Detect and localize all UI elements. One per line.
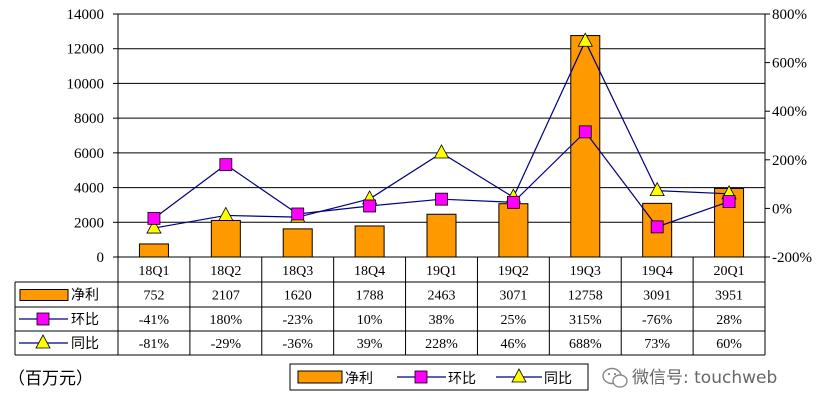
row-key-bar — [19, 289, 69, 301]
category-label: 20Q1 — [713, 264, 744, 279]
row-label: 环比 — [71, 312, 99, 328]
marker-环比 — [650, 220, 664, 234]
left-tick-label: 0 — [97, 250, 105, 266]
right-axis: -200% 0% 200% 400% 600% 800% — [765, 7, 812, 266]
table-cell: 1620 — [284, 289, 312, 304]
table-cell: 12758 — [568, 289, 603, 304]
watermark-text: 微信号: touchweb — [632, 368, 777, 388]
table-cell: 3951 — [715, 289, 743, 304]
row-label: 同比 — [71, 336, 99, 352]
markers — [146, 32, 737, 234]
table-cell: 39% — [357, 337, 383, 352]
right-tick-label: 0% — [772, 201, 792, 217]
legend-label: 同比 — [544, 371, 572, 387]
marker-环比 — [722, 195, 736, 208]
category-label: 19Q1 — [426, 264, 457, 279]
legend-key-square — [414, 370, 428, 384]
marker-环比 — [435, 192, 448, 206]
category-label: 18Q3 — [282, 264, 313, 279]
table-cell: -23% — [283, 313, 314, 328]
wechat-icon — [602, 367, 628, 388]
table-cell: 2107 — [212, 289, 240, 304]
right-tick-label: 600% — [772, 56, 807, 72]
data-table: 18Q1 18Q2 18Q3 18Q4 19Q1 19Q2 19Q3 19Q4 20Q1 净利 75… — [14, 256, 766, 356]
left-axis: 0 2000 4000 6000 8000 10000 12000 14000 — [67, 7, 118, 266]
marker-同比 — [649, 181, 665, 197]
table-cell: 1788 — [356, 289, 384, 304]
right-tick-label: 400% — [772, 104, 807, 120]
category-label: 18Q2 — [210, 264, 241, 279]
left-tick-label: 12000 — [67, 42, 105, 58]
marker-环比 — [363, 199, 377, 213]
table-cell: 688% — [569, 337, 602, 352]
marker-环比 — [578, 125, 592, 139]
table-cell: -36% — [283, 337, 314, 352]
unit-label: （百万元） — [8, 369, 93, 389]
left-tick-label: 6000 — [74, 146, 104, 162]
left-tick-label: 2000 — [74, 215, 104, 231]
table-cell: -81% — [139, 337, 170, 352]
left-tick-label: 8000 — [74, 111, 104, 127]
marker-同比 — [146, 219, 162, 234]
bar-19Q2 — [498, 203, 529, 258]
table-cell: 180% — [209, 313, 242, 328]
legend-label: 环比 — [448, 371, 476, 387]
bar-18Q2 — [210, 219, 241, 258]
marker-环比 — [291, 207, 305, 221]
marker-环比 — [147, 211, 161, 225]
table-cell: 3071 — [499, 289, 527, 304]
table-cell: -41% — [139, 313, 170, 328]
left-tick-label: 10000 — [67, 76, 105, 92]
right-tick-label: -200% — [772, 250, 812, 266]
table-cell: 25% — [501, 313, 527, 328]
table-cell: 73% — [644, 337, 670, 352]
table-cell: 28% — [716, 313, 742, 328]
table-cell: 60% — [716, 337, 742, 352]
plot-frame — [117, 13, 766, 257]
table-cell: 315% — [569, 313, 602, 328]
marker-环比 — [506, 195, 520, 209]
left-tick-label: 4000 — [74, 181, 104, 197]
category-label: 18Q4 — [354, 264, 385, 279]
marker-环比 — [219, 158, 233, 172]
legend-key-bar — [297, 370, 343, 384]
watermark: 微信号: touchweb — [602, 367, 777, 388]
right-tick-label: 800% — [772, 7, 807, 23]
right-tick-label: 200% — [772, 153, 807, 169]
table-cell: -29% — [211, 337, 242, 352]
legend-label: 净利 — [345, 371, 373, 387]
left-tick-label: 14000 — [67, 7, 105, 23]
category-label: 19Q2 — [498, 264, 529, 279]
category-label: 19Q3 — [570, 264, 601, 279]
table-cell: 3091 — [643, 289, 671, 304]
row-label: 净利 — [71, 288, 99, 304]
bar-18Q4 — [354, 225, 385, 258]
legend-key-triangle — [511, 368, 527, 383]
bar-19Q3 — [570, 35, 601, 258]
table-cell: 2463 — [428, 289, 456, 304]
table-cell: 10% — [357, 313, 383, 328]
table-cell: 228% — [425, 337, 458, 352]
bar-18Q1 — [138, 243, 169, 258]
marker-同比 — [218, 206, 234, 221]
category-label: 18Q1 — [138, 264, 169, 279]
legend: 净利 环比 同比 — [289, 363, 589, 391]
marker-同比 — [577, 32, 593, 47]
table-cell: 752 — [143, 289, 164, 304]
table-cell: 38% — [429, 313, 455, 328]
marker-同比 — [433, 144, 450, 159]
table-cell: 46% — [501, 337, 527, 352]
bar-19Q1 — [426, 213, 457, 258]
row-key-triangle — [35, 334, 51, 349]
row-key-square — [36, 312, 50, 326]
category-label: 19Q4 — [642, 264, 673, 279]
bar-18Q3 — [282, 228, 313, 258]
table-cell: -76% — [642, 313, 673, 328]
bars — [138, 35, 745, 258]
